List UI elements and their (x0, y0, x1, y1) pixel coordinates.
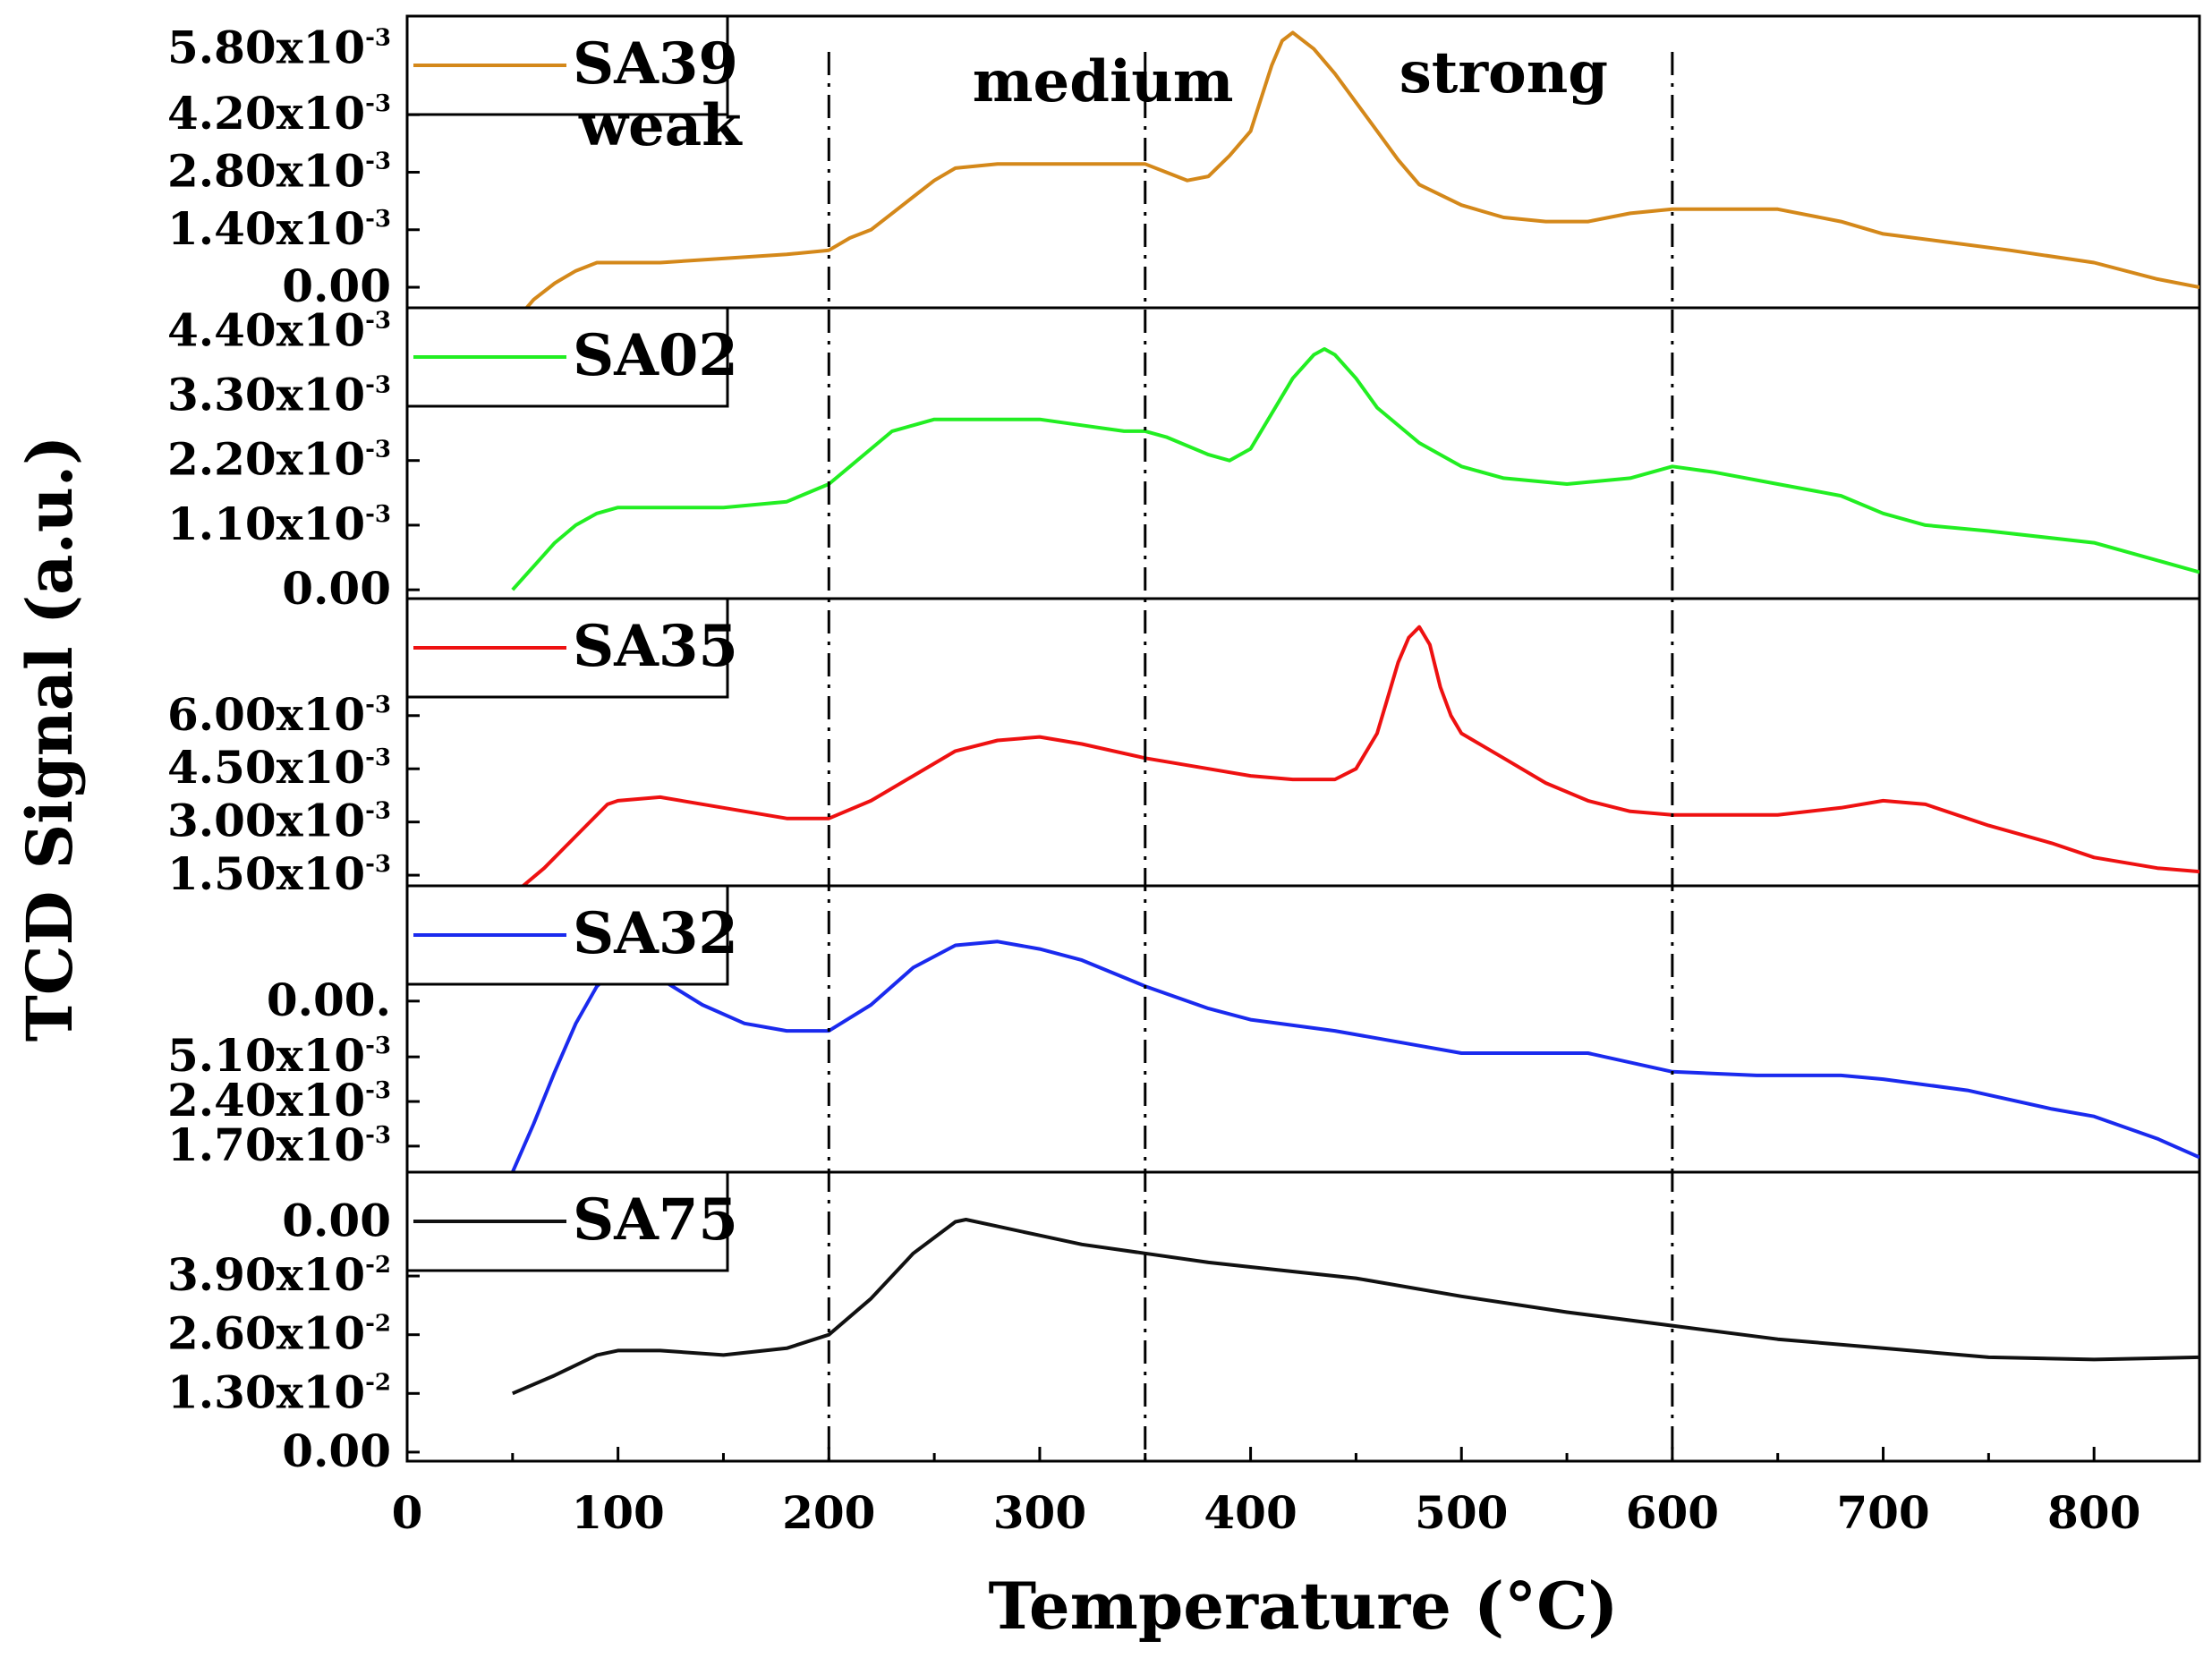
x-tick-label: 600 (1626, 1486, 1719, 1539)
y-tick-label: 3.30x10-3 (167, 368, 391, 421)
y-tick-label: 0.00 (282, 562, 391, 615)
x-tick-label: 500 (1415, 1486, 1508, 1539)
legend-sa75: SA75 (405, 1170, 738, 1272)
y-tick-label: 2.60x10-2 (167, 1307, 391, 1360)
x-tick-label: 800 (2047, 1486, 2140, 1539)
y-tick-label: 0.00. (267, 974, 391, 1026)
x-tick-label: 0 (392, 1486, 423, 1539)
y-tick-label: 0.00 (282, 1195, 391, 1247)
y-tick-label: 1.40x10-3 (167, 202, 391, 255)
panel-frame (405, 1170, 2201, 1463)
y-tick-label: 2.80x10-3 (167, 144, 391, 197)
x-tick-label: 100 (571, 1486, 664, 1539)
series-line-sa02 (511, 347, 2199, 591)
y-tick-label: 0.00 (282, 1424, 391, 1477)
y-tick-label: 3.00x10-3 (167, 795, 391, 847)
y-axis-title: TCD Signal (a.u.) (13, 436, 87, 1042)
panel-sa75: 0.001.30x10-22.60x10-23.90x10-20.00 SA75 (167, 1170, 2201, 1477)
legend-sa32: SA32 (405, 884, 738, 986)
y-tick-label: 1.30x10-2 (167, 1365, 391, 1418)
y-tick-label: 2.40x10-3 (167, 1074, 391, 1127)
region-label-weak: weak (578, 92, 743, 159)
y-tick-label: 1.50x10-3 (167, 847, 391, 900)
legend-label: SA32 (573, 900, 738, 967)
y-tick-label: 3.90x10-2 (167, 1248, 391, 1301)
x-tick-label: 300 (993, 1486, 1086, 1539)
series-line-sa75 (512, 1218, 2199, 1396)
y-tick-label: 0.00 (282, 259, 391, 312)
series-line-sa35 (522, 625, 2199, 886)
y-tick-label: 5.10x10-3 (167, 1029, 391, 1082)
y-tick-label: 1.70x10-3 (167, 1118, 391, 1171)
region-label-strong: strong (1400, 39, 1608, 106)
y-tick-label: 5.80x10-3 (167, 21, 391, 74)
legend-label: SA02 (573, 322, 738, 389)
x-axis-title: Temperature (°C) (989, 1568, 1619, 1644)
y-tick-label: 6.00x10-3 (167, 688, 391, 741)
y-tick-label: 4.50x10-3 (167, 741, 391, 794)
x-tick-label: 400 (1204, 1486, 1297, 1539)
legend-sa02: SA02 (405, 306, 738, 408)
panel-sa39: 0.001.40x10-32.80x10-34.20x10-3 5.80x10-3… (167, 14, 2201, 312)
panel-sa02: 0.00 1.10x10-3 2.20x10-3 3.30x10-3 4.40x10-3… (167, 303, 2201, 615)
y-tick-label: 4.20x10-3 (167, 87, 391, 140)
legend-label: SA75 (573, 1186, 738, 1254)
series-line-sa39 (523, 30, 2199, 308)
panel-sa35: 1.50x10-33.00x10-34.50x10-36.00x10-3 SA35 (167, 597, 2201, 900)
legend-label: SA39 (573, 30, 738, 98)
region-label-medium: medium (973, 48, 1234, 115)
legend-label: SA35 (573, 613, 738, 680)
y-tick-label: 2.20x10-3 (167, 433, 391, 486)
x-tick-label: 200 (782, 1486, 875, 1539)
y-tick-label: 4.40x10-3 (167, 303, 391, 356)
legend-sa39: SA39 (405, 14, 738, 116)
series-line-sa32 (510, 940, 2199, 1172)
x-tick-label: 700 (1836, 1486, 1929, 1539)
y-tick-label: 1.10x10-3 (167, 497, 391, 550)
legend-sa35: SA35 (405, 597, 738, 699)
panel-sa32: 1.70x10-32.40x10-35.10x10-30.00. SA32 (167, 884, 2201, 1174)
